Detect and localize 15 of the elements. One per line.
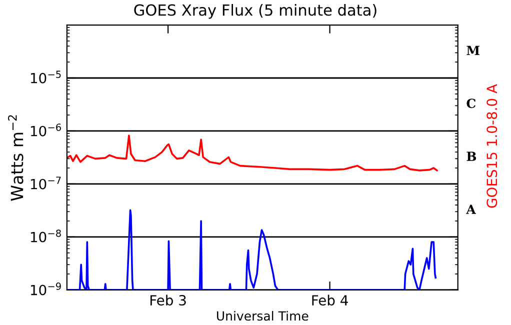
y-tick-label: 10$^{−6}$ [30,124,61,136]
x-tick-label: Feb 4 [312,294,348,306]
y-axis-title: Watts m$^{−2}$ [8,115,24,201]
text: M [466,46,480,55]
text: A [466,204,476,214]
text: B [466,152,476,161]
x-tick-label: Feb 3 [150,294,186,306]
text: GOES15 1.0-8.0 A [486,84,498,208]
y-tick-label: 10$^{−5}$ [30,70,61,84]
text: C [466,98,476,108]
y-tick-label: 10$^{−8}$ [30,230,61,242]
y-tick-label: 10$^{−9}$ [30,282,61,296]
y-tick-label: 10$^{−7}$ [30,176,61,190]
x-axis-title: Universal Time [217,310,308,321]
chart-title: GOES Xray Flux (5 minute data) [134,4,376,19]
